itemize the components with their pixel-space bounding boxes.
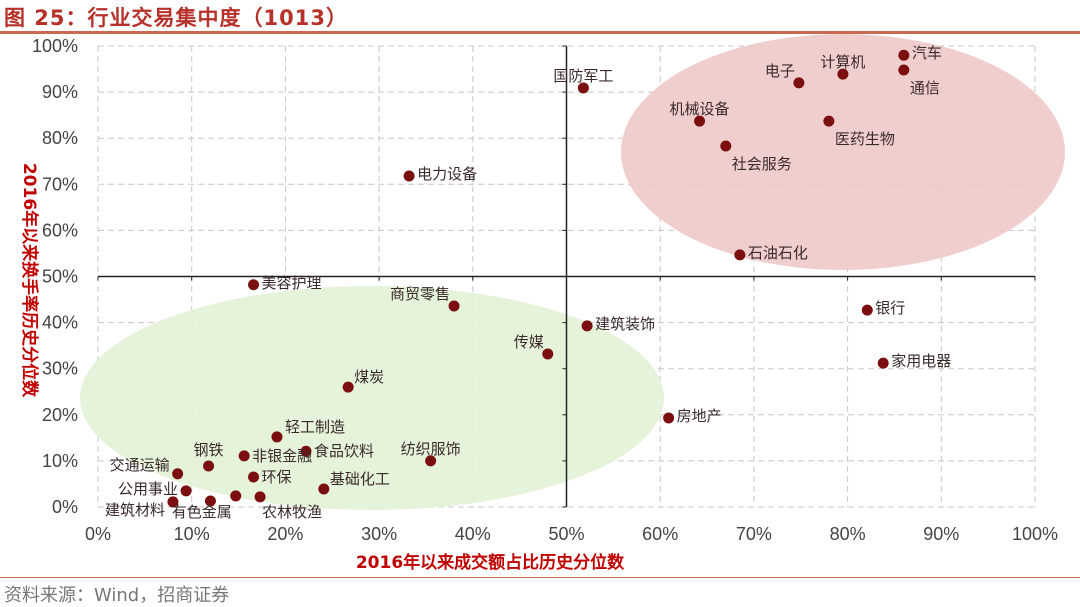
y-tick-label: 40% [42,313,78,333]
data-point [720,140,732,152]
point-label: 计算机 [820,53,865,71]
point-label: 食品饮料 [314,442,374,460]
data-point [663,412,675,424]
x-tick-label: 70% [736,524,772,544]
point-label: 医药生物 [835,130,895,148]
source-note: 资料来源：Wind，招商证券 [4,585,230,606]
x-tick-label: 50% [548,524,584,544]
x-axis-title: 2016年以来成交额占比历史分位数 [356,552,625,573]
point-label: 基础化工 [330,470,390,488]
point-label: 银行 [875,299,905,317]
data-point [425,455,437,467]
x-tick-label: 80% [830,524,866,544]
data-point [861,304,873,316]
point-label: 汽车 [912,44,942,62]
data-point [581,320,593,332]
data-point [877,357,889,369]
x-tick-label: 60% [642,524,678,544]
point-label: 电子 [765,62,795,80]
data-point [542,348,554,360]
point-label: 通信 [910,79,940,97]
point-label: 煤炭 [354,368,384,386]
data-point [204,495,216,507]
point-label: 机械设备 [670,100,730,118]
point-label: 环保 [262,468,292,486]
x-tick-label: 30% [361,524,397,544]
x-tick-label: 0% [85,524,111,544]
data-point [577,82,589,94]
data-point [898,64,910,76]
y-tick-label: 70% [42,174,78,194]
point-label: 非银金融 [252,447,312,465]
y-tick-label: 50% [42,267,78,287]
x-tick-label: 10% [174,524,210,544]
data-point [837,68,849,80]
point-label: 建筑装饰 [595,315,655,333]
point-label: 国防军工 [553,67,613,85]
data-points [167,49,910,508]
point-label: 社会服务 [732,155,792,173]
x-tick-label: 40% [455,524,491,544]
data-point [403,170,415,182]
data-point [448,300,460,312]
point-label: 石油石化 [748,244,808,262]
y-tick-label: 90% [42,82,78,102]
data-point [230,490,242,502]
data-point [254,491,266,503]
data-point [898,49,910,61]
tick-labels: 0% 0% 10% 10% 20% 20% 30% 30% 40% 40% 50% 50% 60% 60%… [32,36,1058,544]
y-tick-label: 60% [42,220,78,240]
point-label: 建筑材料 [105,501,165,519]
source-divider [0,577,1080,578]
point-label: 交通运输 [110,456,170,474]
y-tick-label: 80% [42,128,78,148]
figure-title: 图 25：行业交易集中度（1013） [4,6,348,30]
point-label: 纺织服饰 [401,440,461,458]
data-point [172,468,184,480]
y-tick-label: 100% [32,36,78,56]
point-label: 美容护理 [262,274,322,292]
data-point [694,115,706,127]
point-label: 钢铁 [194,441,224,459]
y-axis-title: 2016年以来换手率历史分位数 [19,163,40,398]
y-tick-label: 10% [42,451,78,471]
point-label: 电力设备 [417,165,477,183]
data-point [203,460,215,472]
point-label: 家用电器 [891,352,951,370]
x-tick-label: 20% [267,524,303,544]
data-point [271,431,283,443]
y-tick-label: 20% [42,405,78,425]
data-point [793,77,805,89]
title-divider [0,31,1080,34]
axes [97,45,1036,508]
data-point [248,279,260,291]
data-point [823,115,835,127]
low-concentration-zone [80,286,664,510]
data-point [300,445,312,457]
point-label: 传媒 [514,333,544,351]
x-tick-label: 90% [923,524,959,544]
x-tick-label: 100% [1012,524,1058,544]
point-label: 有色金属 [172,503,232,521]
data-point [342,381,354,393]
data-point [167,496,179,508]
data-point [238,450,250,462]
point-label: 农林牧渔 [262,503,322,521]
point-label: 公用事业 [118,480,178,498]
point-label: 房地产 [677,407,722,425]
high-concentration-zone [621,34,1065,270]
y-tick-label: 30% [42,359,78,379]
data-point [180,485,192,497]
y-tick-label: 0% [52,497,78,517]
data-point [248,471,260,483]
point-label: 商贸零售 [390,285,450,303]
data-point [318,483,330,495]
data-point [734,249,746,261]
point-label: 轻工制造 [285,418,345,436]
